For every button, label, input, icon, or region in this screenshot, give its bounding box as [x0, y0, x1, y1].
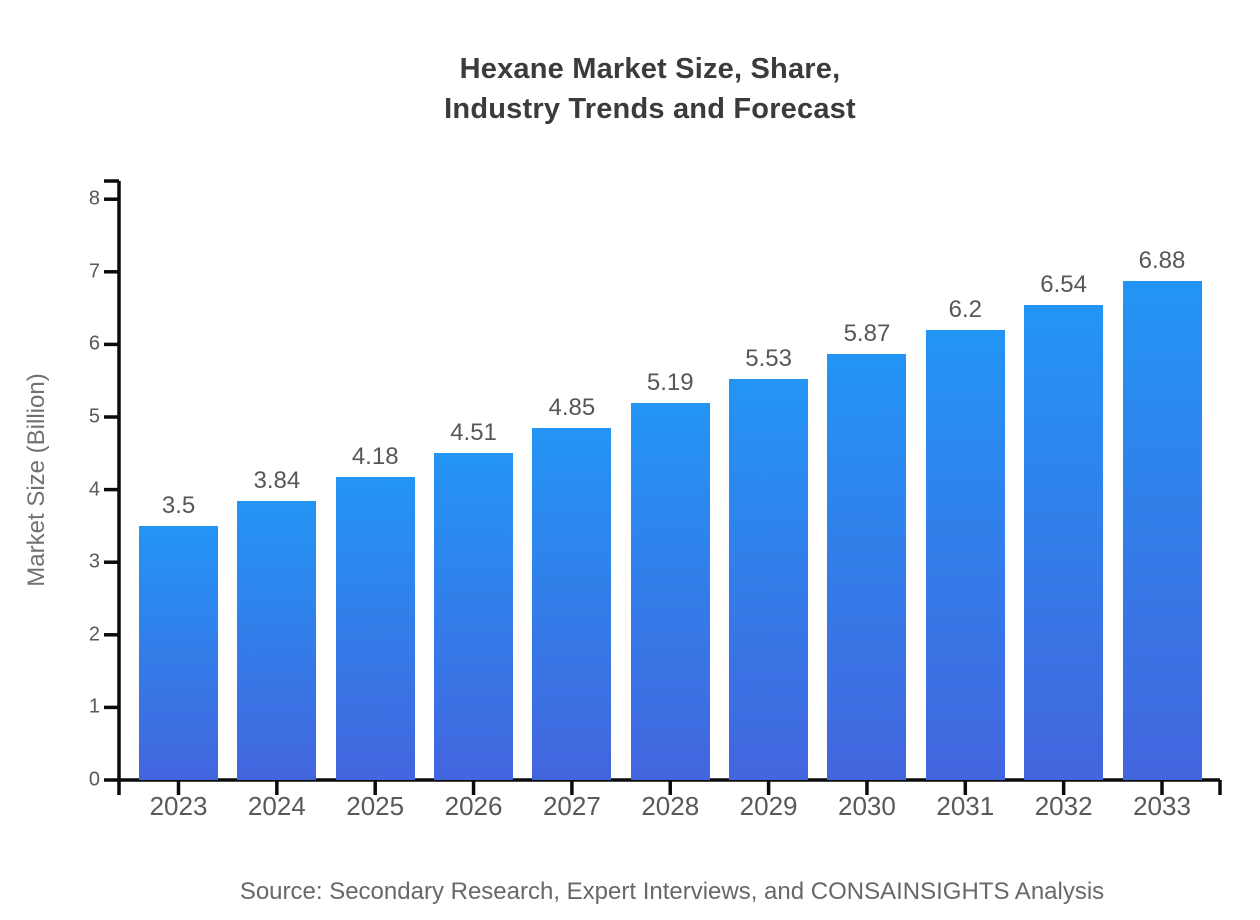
x-tick-label: 2031: [936, 791, 995, 821]
x-tick-label: 2030: [838, 791, 896, 821]
source-note: Source: Secondary Research, Expert Inter…: [239, 878, 1105, 905]
bar-value-label: 5.87: [843, 319, 891, 347]
x-tick-label: 2033: [1133, 791, 1191, 821]
bar-value-label: 4.85: [548, 393, 596, 421]
bar-2032[interactable]: [1024, 305, 1104, 780]
bar-value-label: 4.18: [351, 442, 399, 470]
x-tick-label: 2025: [346, 791, 405, 821]
bar-2024[interactable]: [237, 501, 317, 780]
x-tick-label: 2026: [444, 791, 503, 821]
x-tick-label: 2023: [149, 791, 208, 821]
y-tick-label: 0: [88, 768, 100, 791]
y-tick-label: 6: [88, 332, 100, 355]
y-tick-label: 8: [88, 187, 100, 210]
bar-2031[interactable]: [925, 329, 1005, 780]
y-tick-label: 5: [88, 405, 100, 428]
bar-2025[interactable]: [335, 476, 415, 780]
y-tick-label: 3: [88, 550, 100, 573]
x-tick-label: 2028: [641, 791, 700, 821]
bar-value-label: 5.19: [646, 369, 694, 397]
bar-value-label: 3.84: [253, 467, 301, 495]
bar-2033[interactable]: [1122, 280, 1202, 780]
y-tick-label: 1: [88, 695, 100, 718]
bar-value-label: 3.5: [161, 491, 196, 519]
bar-2023[interactable]: [139, 525, 218, 780]
y-tick-label: 4: [88, 478, 100, 501]
bar-2029[interactable]: [729, 378, 809, 780]
x-tick-label: 2027: [542, 791, 601, 821]
x-tick-label: 2032: [1034, 791, 1093, 821]
x-tick-label: 2024: [247, 791, 306, 821]
bar-2028[interactable]: [630, 403, 710, 780]
bar-value-label: 5.53: [745, 344, 792, 372]
bar-value-label: 4.51: [450, 418, 497, 446]
y-tick-label: 7: [88, 260, 100, 283]
bar-2027[interactable]: [532, 427, 612, 780]
bar-2026[interactable]: [434, 452, 514, 780]
x-tick-label: 2029: [739, 791, 798, 821]
bar-2030[interactable]: [827, 353, 907, 780]
y-tick-label: 2: [88, 623, 100, 646]
bar-value-label: 6.88: [1138, 246, 1186, 274]
bar-value-label: 6.2: [948, 295, 982, 323]
chart-title: Hexane Market Size, Share, Industry Tren…: [444, 53, 856, 125]
bar-value-label: 6.54: [1040, 271, 1087, 299]
